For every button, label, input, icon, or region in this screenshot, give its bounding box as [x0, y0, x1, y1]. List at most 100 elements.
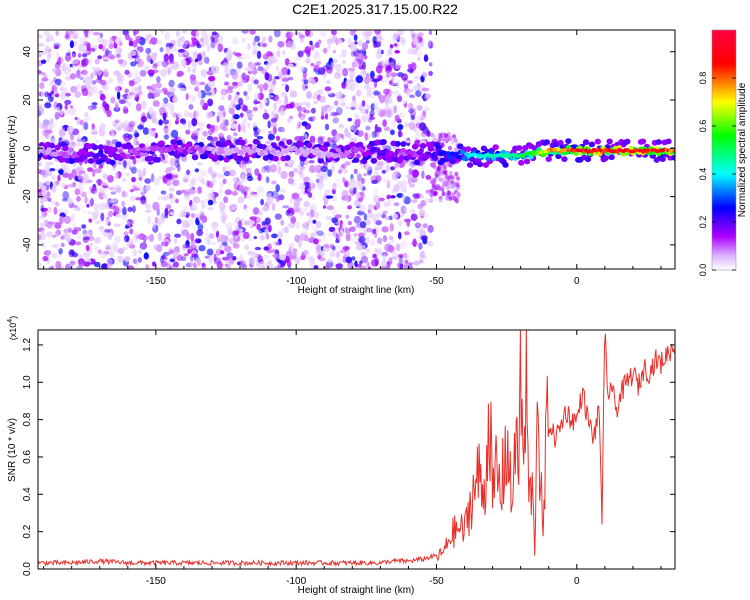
spectrogram-noise-cell: [182, 80, 186, 85]
spectrogram-noise-cell: [231, 71, 239, 81]
spectrogram-noise-cell: [348, 67, 356, 72]
spectrogram-noise-cell: [181, 189, 186, 194]
spectrogram-noise-cell: [80, 64, 87, 68]
spectrogram-noise-cell: [42, 255, 49, 262]
spectrogram-noise-cell: [270, 117, 278, 123]
spectrogram-noise-cell: [217, 173, 225, 179]
spectrogram-noise-cell: [318, 175, 325, 184]
spectrogram-noise-cell: [71, 252, 79, 258]
spectrogram-noise-cell: [307, 187, 314, 193]
spectrogram-noise-cell: [403, 206, 408, 214]
snr-x-tick-label: -150: [146, 576, 166, 587]
spectrogram-noise-cell: [207, 98, 214, 107]
spectrogram-noise-cell: [85, 117, 91, 121]
spectrogram-noise-cell: [107, 232, 113, 241]
spectrogram-noise-cell: [397, 220, 403, 227]
spectrogram-noise-cell: [415, 44, 420, 51]
spectrogram-noise-cell: [129, 244, 136, 249]
spectrogram-noise-cell: [48, 266, 54, 269]
spectrogram-noise-cell: [160, 30, 165, 35]
spectrogram-ridge-cell: [176, 139, 183, 146]
colorbar-frame: [711, 29, 737, 271]
spectrogram-noise-cell: [102, 185, 108, 189]
spectrogram-noise-cell: [81, 88, 89, 96]
spectrogram-noise-cell: [269, 164, 278, 173]
spectrogram-ridge-cell: [146, 155, 154, 162]
spectrogram-noise-cell: [248, 257, 255, 266]
spectrogram-noise-cell: [99, 187, 104, 194]
spectrogram-noise-cell: [132, 205, 136, 213]
snr-y-scale-exponent: 4: [7, 319, 14, 323]
spectrogram-noise-cell: [142, 127, 150, 135]
spectrogram-noise-cell: [380, 78, 384, 86]
spectrogram-noise-cell: [200, 98, 205, 107]
spectrogram-noise-cell: [264, 228, 269, 235]
spectrogram-noise-cell: [313, 100, 319, 105]
spectrogram-noise-cell: [91, 80, 97, 85]
spectrogram-noise-cell: [200, 69, 208, 78]
snr-y-tick-label: 1.2: [22, 338, 33, 352]
spectrogram-noise-cell: [228, 107, 235, 115]
spectrogram-noise-cell: [222, 62, 229, 69]
spectrogram-noise-cell: [389, 44, 394, 49]
spectrogram-noise-cell: [389, 80, 393, 85]
spectrogram-noise-cell: [433, 190, 438, 196]
spectrogram-noise-cell: [219, 35, 224, 43]
spectrogram-noise-cell: [185, 93, 189, 101]
spectrogram-noise-cell: [130, 61, 137, 67]
spectrogram-noise-cell: [195, 217, 200, 226]
spectrogram-noise-cell: [438, 133, 443, 138]
spectrogram-noise-cell: [382, 235, 387, 243]
spectrogram-noise-cell: [339, 249, 347, 254]
spectrogram-noise-cell: [387, 198, 392, 207]
spectrogram-noise-cell: [175, 30, 180, 38]
spectrogram-noise-cell: [57, 174, 61, 182]
spectrogram-noise-cell: [64, 53, 72, 62]
spectrogram-noise-cell: [253, 236, 258, 240]
spectrogram-noise-cell: [342, 245, 351, 251]
spectrogram-noise-cell: [316, 89, 324, 95]
spectrogram-noise-cell: [168, 249, 174, 255]
spectrogram-noise-cell: [290, 216, 297, 225]
spectrogram-ridge-cell: [398, 155, 405, 161]
spectrogram-noise-cell: [231, 190, 238, 196]
spectrogram-noise-cell: [97, 178, 102, 186]
spectrogram-noise-cell: [121, 191, 129, 198]
spectrogram-noise-cell: [88, 58, 93, 65]
spectrogram-noise-cell: [120, 74, 126, 82]
spectrogram-noise-cell: [84, 76, 93, 85]
spectrogram-ridge-cell: [115, 153, 122, 159]
spectrogram-noise-cell: [102, 56, 110, 61]
spectrogram-noise-cell: [165, 204, 172, 210]
spectrogram-noise-cell: [274, 213, 282, 220]
spectrogram-ridge-cell: [380, 139, 387, 145]
spectrogram-ridge-cell: [476, 161, 484, 168]
spectrogram-noise-cell: [83, 30, 89, 36]
snr-y-tick-label: 0.4: [22, 487, 33, 501]
spectrogram-noise-cell: [391, 213, 398, 220]
spectrogram-noise-cell: [154, 216, 159, 224]
spectrogram-noise-cell: [130, 236, 138, 243]
spectrogram-ridge-cell: [224, 147, 230, 152]
spectrogram-noise-cell: [181, 119, 187, 125]
spectrogram-noise-cell: [197, 238, 202, 244]
spectrogram-noise-cell: [313, 265, 319, 269]
spectrogram-ridge-cell: [543, 139, 550, 146]
spectrogram-ridge-cell: [267, 145, 273, 150]
spectrogram-noise-cell: [295, 135, 302, 141]
spectrogram-noise-cell: [53, 83, 59, 92]
spectrogram-noise-cell: [418, 85, 426, 93]
spectrogram-noise-cell: [345, 214, 350, 219]
spectrogram-noise-cell: [53, 89, 58, 94]
spectrogram-noise-cell: [297, 50, 304, 58]
spectrogram-noise-cell: [65, 263, 71, 269]
spectrogram-noise-cell: [221, 118, 229, 127]
spectrogram-noise-cell: [158, 175, 164, 180]
spectrogram-noise-cell: [64, 109, 70, 115]
spectrogram-noise-cell: [61, 198, 69, 202]
spectrogram-noise-cell: [244, 194, 252, 200]
spectrogram-noise-cell: [82, 118, 87, 123]
spectrogram-noise-cell: [353, 233, 358, 237]
spectrogram-ridge-cell: [154, 156, 161, 163]
spectrogram-noise-cell: [328, 231, 333, 238]
